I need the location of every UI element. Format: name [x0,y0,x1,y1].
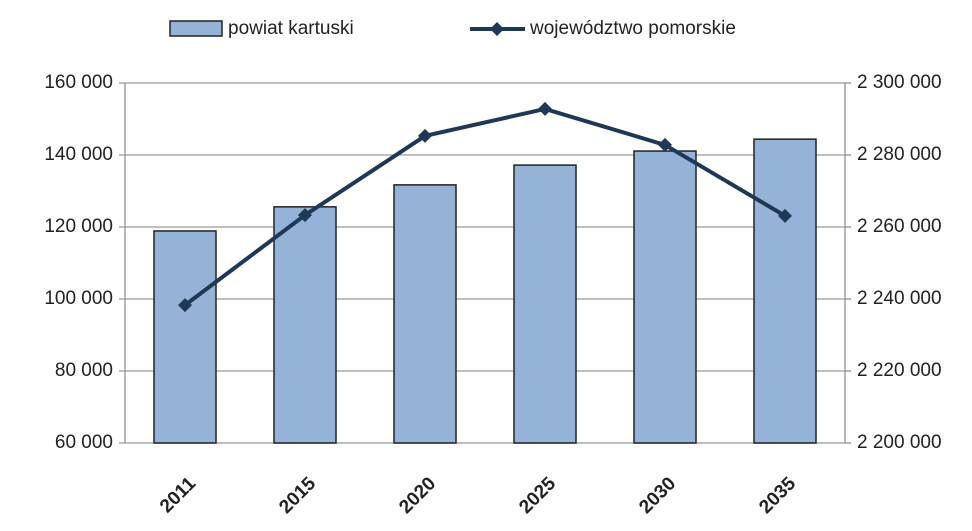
bar [753,138,817,444]
marker [298,208,312,223]
y-tick-label: 160 000 [44,72,113,93]
marker [778,208,792,223]
marker [418,128,432,143]
x-tick-label: 2011 [156,473,200,517]
marker [538,101,552,116]
y2-tick-label: 2 300 000 [857,72,942,93]
y2-tick-label: 2 200 000 [857,432,942,453]
x-tick-label: 2035 [755,473,800,518]
bar [633,150,697,444]
legend-label: powiat kartuski [228,18,354,39]
line [183,106,787,307]
y2-tick-label: 2 240 000 [857,288,942,309]
bar [513,164,577,444]
y-tick-label: 120 000 [44,216,113,237]
y2-tick-label: 2 260 000 [857,216,942,237]
bar [153,230,217,444]
y-tick-label: 140 000 [44,144,113,165]
y-tick-label: 60 000 [55,432,113,453]
bar [393,184,457,444]
legend-label: województwo pomorskie [529,18,736,39]
y2-tick-label: 2 220 000 [857,360,942,381]
legend-swatch [169,20,223,37]
x-tick-label: 2020 [395,473,440,518]
x-tick-label: 2015 [275,473,320,518]
marker [658,137,672,152]
y-tick-label: 80 000 [55,360,113,381]
legend-marker [490,22,504,36]
y2-tick-label: 2 280 000 [857,144,942,165]
bar [273,206,337,444]
marker [178,298,192,313]
x-tick-label: 2030 [635,473,680,518]
y-tick-label: 100 000 [44,288,113,309]
x-tick-label: 2025 [515,473,560,518]
